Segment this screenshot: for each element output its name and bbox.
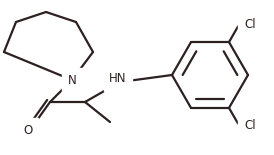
- Text: N: N: [68, 73, 76, 86]
- Text: Cl: Cl: [244, 119, 256, 132]
- Text: HN: HN: [109, 73, 127, 86]
- Text: Cl: Cl: [244, 18, 256, 31]
- Text: O: O: [23, 124, 33, 137]
